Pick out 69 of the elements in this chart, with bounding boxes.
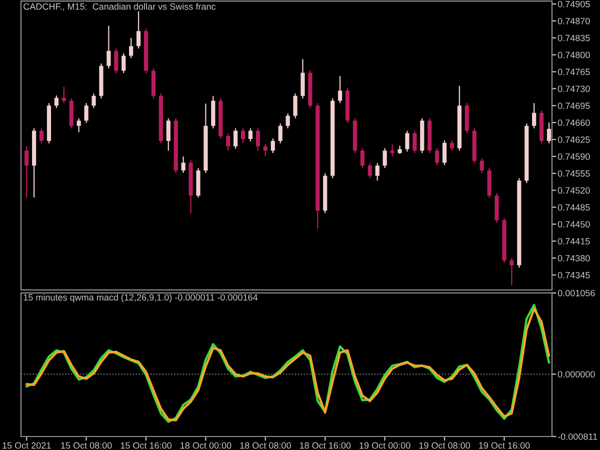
candlestick [114, 48, 118, 74]
candlestick [234, 128, 238, 150]
candlestick [510, 257, 514, 286]
candlestick [24, 146, 29, 198]
x-tick-label: 15 Oct 2021 [2, 442, 51, 449]
candlestick [166, 118, 170, 152]
y-tick-label: 0.74450 [558, 221, 590, 228]
y-tick-label: 0.74730 [558, 86, 590, 92]
candlestick [382, 148, 387, 169]
y-tick-label: 0.001056 [558, 290, 595, 296]
y-tick-label: -0.000811 [558, 433, 598, 440]
candlestick [338, 76, 342, 104]
x-tick-label: 15 Oct 16:00 [120, 442, 172, 449]
candlestick [84, 102, 88, 124]
y-tick-label: 0.74835 [558, 34, 590, 42]
candlestick [181, 156, 186, 174]
candlestick [450, 140, 454, 152]
y-tick-label: 0.000000 [558, 371, 595, 378]
candlestick [300, 58, 305, 99]
x-tick-label: 19 Oct 00:00 [360, 442, 410, 449]
candlestick [293, 92, 298, 119]
candlestick [442, 140, 447, 166]
candlestick [368, 162, 372, 179]
candlestick [39, 128, 44, 144]
candlestick [360, 148, 364, 169]
x-tick-label: 19 Oct 08:00 [419, 442, 470, 449]
y-tick-label: 0.74800 [558, 52, 590, 58]
y-tick-label: 0.74520 [558, 187, 590, 194]
candlestick [278, 122, 282, 144]
candlestick [270, 138, 275, 154]
candlestick [435, 148, 440, 166]
candlestick [412, 130, 417, 154]
candlestick [480, 158, 484, 174]
candlestick [256, 128, 260, 152]
candlestick [122, 52, 126, 74]
candlestick [375, 162, 380, 182]
candlestick [532, 102, 536, 129]
x-tick-label: 18 Oct 16:00 [300, 442, 351, 449]
candlestick [76, 118, 81, 133]
candlestick [62, 86, 66, 104]
y-tick-label: 0.74345 [558, 272, 590, 278]
candlestick [136, 10, 141, 50]
y-tick-label: 0.74485 [558, 204, 590, 211]
chart-title: 15 minutes qwma macd (12,26,9,1.0) -0.000011 -0.000164 [24, 294, 258, 302]
y-tick-label: 0.74905 [558, 0, 590, 8]
y-tick-label: 0.74870 [558, 18, 590, 24]
x-tick-label: 18 Oct 08:00 [240, 442, 291, 449]
candlestick [286, 112, 290, 129]
y-tick-label: 0.74415 [558, 238, 590, 244]
candlestick [226, 133, 230, 152]
candlestick [240, 128, 246, 144]
x-tick-label: 15 Oct 08:00 [61, 442, 112, 449]
candlestick [405, 130, 410, 152]
candlestick [390, 144, 394, 157]
y-tick-label: 0.74625 [558, 136, 590, 143]
candlestick [54, 94, 58, 109]
candlestick [248, 128, 253, 142]
x-tick-label: 18 Oct 00:00 [180, 442, 232, 449]
y-tick-label: 0.74660 [558, 120, 590, 126]
y-tick-label: 0.74765 [558, 68, 590, 76]
y-tick-label: 0.74590 [558, 153, 590, 160]
candlestick [129, 37, 134, 59]
y-tick-label: 0.74555 [558, 170, 590, 177]
candlestick [92, 92, 96, 109]
x-tick-label: 19 Oct 16:00 [479, 442, 530, 449]
chart-title: CADCHF., M15: Canadian dollar vs Swiss franc [24, 3, 216, 11]
y-tick-label: 0.74380 [558, 255, 590, 262]
y-tick-label: 0.74695 [558, 102, 590, 109]
candlestick [106, 25, 111, 69]
